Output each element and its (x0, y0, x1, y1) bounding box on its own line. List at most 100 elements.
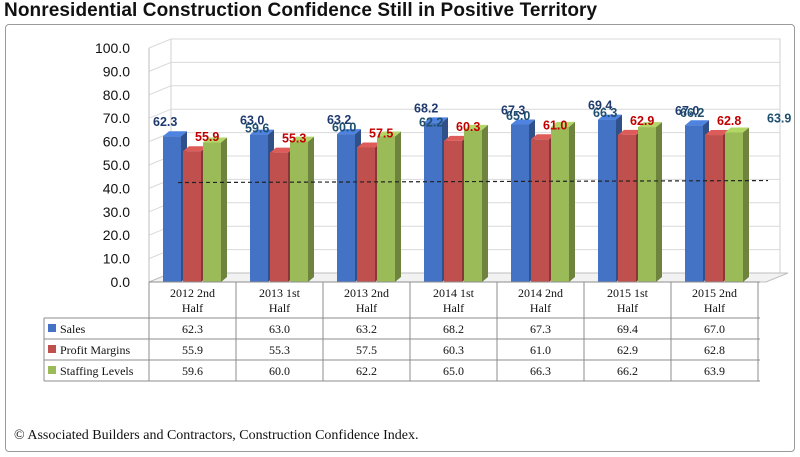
data-label: 67.3 (501, 104, 525, 118)
data-label: 59.6 (245, 122, 269, 136)
bar (424, 122, 442, 282)
bar-top (250, 129, 274, 135)
data-label: 65.0 (506, 109, 530, 123)
x-tick-label: 2012 2nd (170, 286, 215, 300)
data-label: 55.3 (282, 132, 306, 146)
source-note: © Associated Builders and Contractors, C… (14, 428, 419, 443)
x-tick-label: 2013 1st (259, 286, 301, 300)
data-label: 62.8 (717, 114, 741, 128)
data-label: 60.0 (332, 121, 356, 135)
table-cell: 67.0 (704, 322, 725, 336)
y-tick-label: 100.0 (95, 40, 130, 56)
table-cell: 68.2 (443, 322, 464, 336)
bar-top (638, 122, 662, 128)
bar (705, 135, 723, 282)
data-label: 63.2 (327, 113, 351, 127)
x-tick-label: Half (530, 301, 551, 315)
table-cell: 63.2 (356, 322, 377, 336)
table-cell: 59.6 (182, 364, 203, 378)
data-label: 66.2 (680, 106, 704, 120)
bar (203, 142, 221, 282)
y-tick-label: 60.0 (103, 134, 130, 150)
table-cell: 60.0 (269, 364, 290, 378)
x-tick-label: Half (356, 301, 377, 315)
table-cell: 62.8 (704, 343, 725, 357)
bar (357, 147, 375, 282)
data-label: 62.2 (419, 115, 443, 129)
data-label: 66.3 (593, 106, 617, 120)
bar-top (551, 121, 575, 127)
bar-top (203, 137, 227, 143)
data-label: 55.9 (195, 130, 219, 144)
bar-side (482, 124, 488, 283)
table-cell: 55.9 (182, 343, 203, 357)
y-tick-label: 80.0 (103, 87, 130, 103)
data-label: 63.0 (240, 114, 264, 128)
data-label: 57.5 (369, 126, 393, 140)
data-label: 60.3 (456, 120, 480, 134)
data-label: 68.2 (414, 101, 438, 115)
data-label: 61.0 (543, 118, 567, 132)
x-tick-label: 2013 2nd (344, 286, 389, 300)
legend-label: Sales (60, 322, 86, 336)
bar-side (395, 131, 401, 282)
bar (270, 152, 288, 282)
gridline (148, 38, 780, 49)
table-cell: 66.3 (530, 364, 551, 378)
x-tick-label: Half (269, 301, 290, 315)
bar (638, 127, 656, 282)
x-tick-label: Half (443, 301, 464, 315)
bar (163, 136, 181, 282)
legend-swatch (48, 324, 56, 332)
bar (551, 126, 569, 282)
bar (598, 119, 616, 282)
bar-top (685, 120, 709, 126)
table-cell: 62.2 (356, 364, 377, 378)
bar (183, 151, 201, 282)
y-tick-label: 50.0 (103, 157, 130, 173)
bar-side (743, 127, 749, 282)
bar-top (377, 131, 401, 137)
table-cell: 61.0 (530, 343, 551, 357)
table-cell: 62.3 (182, 322, 203, 336)
table-cell: 69.4 (617, 322, 638, 336)
data-label: 67.0 (675, 104, 699, 118)
y-tick-label: 90.0 (103, 63, 130, 79)
y-tick-label: 10.0 (103, 251, 130, 267)
bar-top (290, 136, 314, 142)
bar (464, 129, 482, 282)
x-tick-label: 2015 1st (607, 286, 649, 300)
table-cell: 66.2 (617, 364, 638, 378)
bar-top (464, 124, 488, 130)
bar-top (183, 146, 207, 152)
bar (618, 134, 636, 282)
table-cell: 62.9 (617, 343, 638, 357)
x-tick-label: 2014 1st (433, 286, 475, 300)
bar-top (163, 131, 187, 137)
x-tick-label: Half (182, 301, 203, 315)
x-tick-label: 2015 2nd (692, 286, 737, 300)
bar-top (357, 142, 381, 148)
bar (337, 134, 355, 282)
bar (511, 124, 529, 282)
data-label: 62.3 (153, 115, 177, 129)
x-tick-label: 2014 2nd (518, 286, 563, 300)
chart-title: Nonresidential Construction Confidence S… (4, 0, 598, 21)
bar-side (308, 136, 314, 282)
legend-swatch (48, 345, 56, 353)
bar-side (569, 121, 575, 282)
bar-top (337, 129, 361, 135)
bar-top (725, 127, 749, 133)
reference-line (177, 179, 769, 184)
bar (250, 134, 268, 282)
bar-top (270, 147, 294, 153)
data-label: 63.9 (767, 111, 791, 125)
table-cell: 63.0 (269, 322, 290, 336)
bar (444, 140, 462, 282)
table-cell: 67.3 (530, 322, 551, 336)
table-cell: 60.3 (443, 343, 464, 357)
x-tick-label: Half (617, 301, 638, 315)
bar (290, 141, 308, 282)
bar-top (598, 114, 622, 120)
